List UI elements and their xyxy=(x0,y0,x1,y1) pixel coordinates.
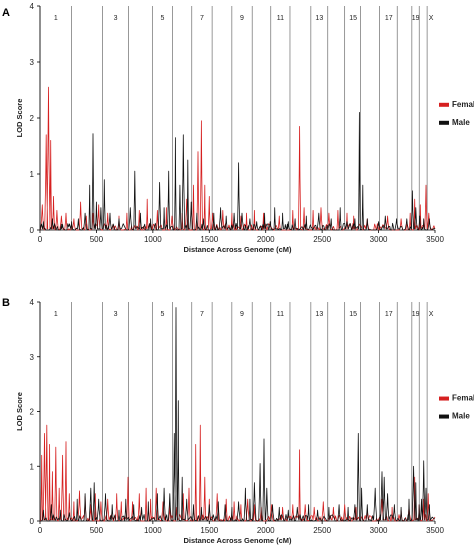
y-tick-label: 2 xyxy=(30,114,35,123)
x-tick-label: 1000 xyxy=(144,235,162,244)
x-tick-label: 2000 xyxy=(257,526,275,535)
x-tick-label: 3500 xyxy=(426,235,444,244)
x-tick-label: 2500 xyxy=(313,526,331,535)
chromosome-label: 15 xyxy=(349,15,357,22)
legend-swatch-male xyxy=(439,120,449,125)
x-tick-label: 3000 xyxy=(370,235,388,244)
chromosome-label: 9 xyxy=(240,311,244,318)
chromosome-label: 11 xyxy=(277,311,284,318)
chromosome-label: 13 xyxy=(315,15,323,22)
y-tick-label: 1 xyxy=(30,462,35,471)
y-tick-label: 0 xyxy=(30,226,35,235)
x-tick-label: 1000 xyxy=(144,526,162,535)
legend-swatch-female xyxy=(439,396,449,401)
y-tick-label: 3 xyxy=(30,353,35,362)
chromosome-label: 19 xyxy=(412,15,420,22)
chromosome-label: 9 xyxy=(240,15,244,22)
x-tick-label: 2500 xyxy=(313,235,331,244)
panel-letter: A xyxy=(2,7,10,19)
legend-swatch-female xyxy=(439,102,449,107)
legend-label-female: Female xyxy=(452,394,474,403)
y-tick-label: 4 xyxy=(30,298,35,307)
chromosome-label: 5 xyxy=(160,311,164,318)
chromosome-label: 19 xyxy=(412,311,420,318)
chromosome-label: 5 xyxy=(160,15,164,22)
x-tick-label: 2000 xyxy=(257,235,275,244)
x-tick-label: 3500 xyxy=(426,526,444,535)
chromosome-label: 13 xyxy=(315,311,323,318)
chromosome-label: X xyxy=(429,311,434,318)
chromosome-label: 17 xyxy=(385,311,393,318)
x-tick-label: 3000 xyxy=(370,526,388,535)
chromosome-label: 11 xyxy=(277,15,284,22)
x-tick-label: 1500 xyxy=(200,235,218,244)
chromosome-label: 1 xyxy=(54,311,58,318)
series-line-male xyxy=(39,112,436,231)
y-tick-label: 3 xyxy=(30,58,35,67)
chromosome-label: 7 xyxy=(200,15,204,22)
panel-letter: B xyxy=(2,297,10,309)
chromosome-label: X xyxy=(429,15,434,22)
chromosome-label: 3 xyxy=(114,311,118,318)
legend-label-male: Male xyxy=(452,118,470,127)
x-tick-label: 0 xyxy=(38,235,43,244)
chromosome-label: 17 xyxy=(385,15,393,22)
chromosome-label: 7 xyxy=(200,311,204,318)
y-tick-label: 2 xyxy=(30,408,35,417)
chromosome-label: 1 xyxy=(54,15,58,22)
x-tick-label: 500 xyxy=(90,526,104,535)
y-tick-label: 1 xyxy=(30,170,35,179)
x-tick-label: 1500 xyxy=(200,526,218,535)
y-tick-label: 4 xyxy=(30,2,35,11)
y-axis-label: LOD Score xyxy=(15,99,24,138)
x-tick-label: 500 xyxy=(90,235,104,244)
x-tick-label: 0 xyxy=(38,526,43,535)
y-tick-label: 0 xyxy=(30,517,35,526)
legend-swatch-male xyxy=(439,414,449,419)
legend-label-male: Male xyxy=(452,412,470,421)
x-axis-label: Distance Across Genome (cM) xyxy=(183,536,292,545)
legend-label-female: Female xyxy=(452,100,474,109)
y-axis-label: LOD Score xyxy=(15,392,24,431)
series-line-male xyxy=(40,307,436,522)
chromosome-label: 3 xyxy=(114,15,118,22)
chromosome-label: 15 xyxy=(349,311,357,318)
x-axis-label: Distance Across Genome (cM) xyxy=(183,245,292,254)
